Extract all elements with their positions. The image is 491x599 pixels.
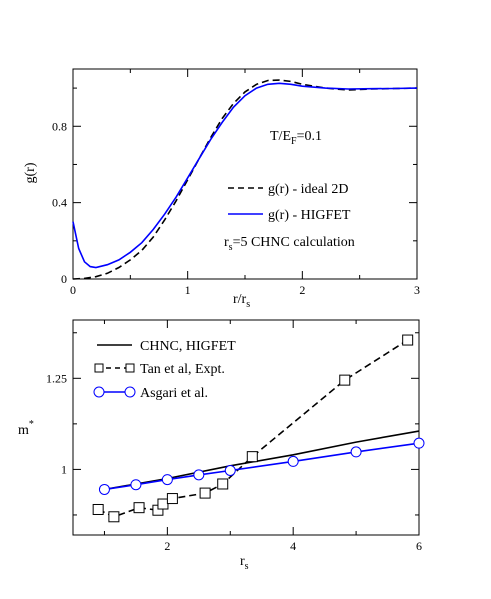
- data-point-tan-et-al-expt: [157, 498, 169, 510]
- series-line-asgari-et-al: [104, 442, 420, 491]
- rs-annotation: rs=5 CHNC calculation: [224, 235, 355, 253]
- gr-x-tick-label: 3: [414, 283, 420, 297]
- data-point-tan-et-al-expt: [246, 451, 258, 463]
- temperature-annotation: T/EF=0.1: [270, 129, 322, 147]
- mstar-plot-frame: [72, 319, 420, 536]
- legend-marker-tan-expt-left: [94, 363, 104, 373]
- legend-label-asgari: Asgari et al.: [140, 386, 208, 401]
- legend-marker-tan-expt-right: [125, 363, 135, 373]
- legend-marker-asgari-right: [124, 386, 136, 398]
- gr-y-tick-label: 0.8: [52, 119, 67, 133]
- gr-y-tick-label: 0: [61, 272, 67, 286]
- data-point-tan-et-al-expt: [339, 374, 351, 386]
- mstar-x-tick-label: 4: [290, 539, 296, 553]
- data-point-tan-et-al-expt: [133, 502, 145, 514]
- gr-x-tick-label: 2: [299, 283, 305, 297]
- legend-label-chnc-higfet: CHNC, HIGFET: [140, 339, 236, 354]
- data-point-asgari-et-al: [287, 455, 299, 467]
- data-point-tan-et-al-expt: [92, 503, 104, 515]
- legend-label-tan-expt: Tan et al, Expt.: [140, 362, 225, 377]
- legend-marker-asgari-left: [93, 386, 105, 398]
- mstar-y-tick-label: 1: [61, 462, 67, 476]
- data-point-asgari-et-al: [98, 483, 110, 495]
- data-point-tan-et-al-expt: [402, 334, 414, 346]
- data-point-asgari-et-al: [224, 465, 236, 476]
- legend-label-ideal-2d: g(r) - ideal 2D: [268, 182, 348, 197]
- mstar-y-tick-label: 1.25: [46, 371, 67, 385]
- data-point-tan-et-al-expt: [166, 493, 178, 505]
- data-point-tan-et-al-expt: [199, 487, 211, 499]
- data-point-tan-et-al-expt: [108, 511, 120, 523]
- series-line-g-r-higfet: [72, 82, 418, 269]
- gr-chart: 0 1 2 3 0 0.4 0.8 g(r) r/rs T/EF=0.1 g(r) - id…: [23, 68, 420, 310]
- mstar-x-axis-label: rs: [240, 554, 249, 572]
- mstar-x-tick-label: 6: [416, 539, 422, 553]
- data-point-asgari-et-al: [413, 437, 425, 449]
- data-point-tan-et-al-expt: [217, 478, 229, 490]
- gr-y-axis-label: g(r): [23, 162, 38, 183]
- gr-x-axis-label: r/rs: [233, 292, 250, 310]
- data-point-asgari-et-al: [350, 446, 362, 458]
- gr-x-tick-label: 0: [70, 283, 76, 297]
- series-line-chnc-higfet: [104, 430, 420, 491]
- data-point-asgari-et-al: [193, 469, 205, 481]
- mstar-legend: CHNC, HIGFET Tan et al, Expt. Asgari et …: [93, 339, 236, 401]
- mstar-y-axis-label: m*: [18, 419, 34, 438]
- data-point-asgari-et-al: [130, 479, 142, 491]
- mstar-x-tick-label: 2: [164, 539, 170, 553]
- gr-legend: g(r) - ideal 2D g(r) - HIGFET: [228, 182, 351, 223]
- data-point-asgari-et-al: [161, 474, 173, 486]
- mstar-chart: 2 4 6 1 1.25 m* rs CHNC, HIGFET Tan et al, E…: [18, 319, 425, 572]
- legend-label-higfet: g(r) - HIGFET: [268, 208, 351, 223]
- gr-x-tick-label: 1: [185, 283, 191, 297]
- gr-y-tick-label: 0.4: [52, 196, 67, 210]
